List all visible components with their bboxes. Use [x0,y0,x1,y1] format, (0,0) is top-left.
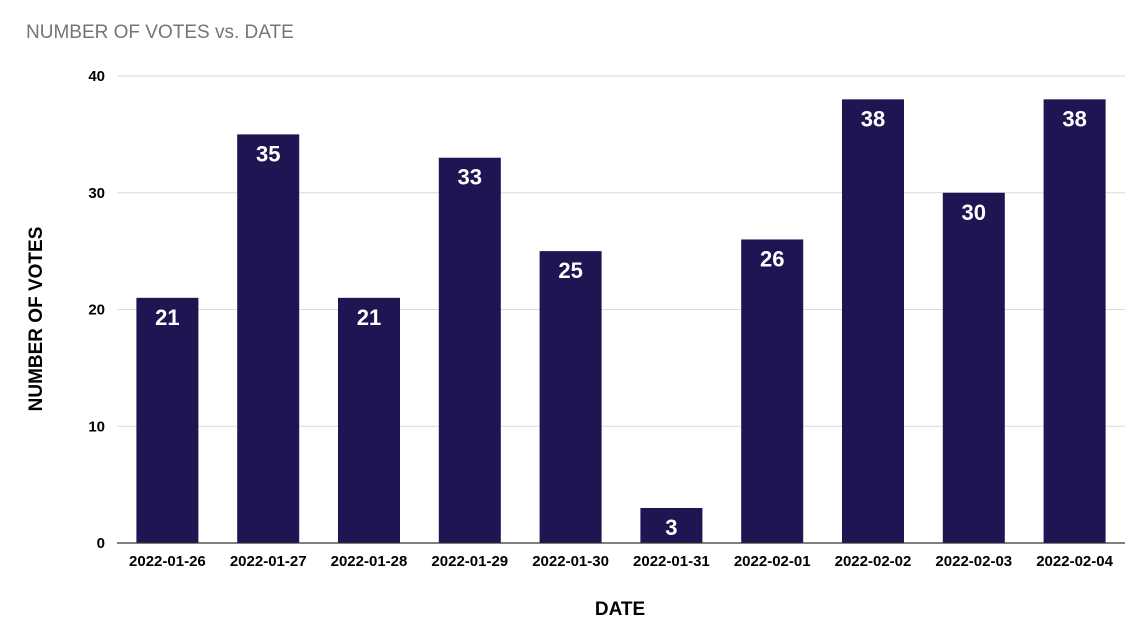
labels: 0 10 20 30 40 21 2022-01-26 35 2022-01-27 21 2022-… [88,68,1113,570]
data-label: 35 [256,141,280,166]
y-tick-label: 10 [88,418,105,435]
data-label: 38 [1062,106,1086,131]
data-label: 38 [861,106,885,131]
bar [842,99,904,543]
x-tick-label: 2022-02-01 [734,553,811,570]
bar [942,192,1005,543]
bar [1043,99,1106,543]
x-axis-title: DATE [595,599,645,620]
data-label: 30 [962,200,986,225]
bar [640,507,703,543]
x-tick-label: 2022-01-26 [129,553,206,570]
y-tick-label: 30 [88,185,105,202]
bar [741,239,804,543]
y-tick-label: 0 [97,535,105,552]
x-tick-label: 2022-02-03 [935,553,1012,570]
x-tick-label: 2022-02-02 [835,553,912,570]
y-tick-label: 40 [88,68,105,85]
x-tick-label: 2022-01-31 [633,553,710,570]
x-tick-label: 2022-01-29 [431,553,508,570]
data-label: 21 [357,305,381,330]
bar [136,297,199,543]
y-tick-label: 20 [88,302,105,319]
x-tick-label: 2022-01-30 [532,553,609,570]
chart-title: NUMBER OF VOTES vs. DATE [26,22,294,43]
bar [237,134,300,543]
data-label: 26 [760,246,784,271]
y-axis-title: NUMBER OF VOTES [26,227,47,412]
data-label: 21 [155,305,179,330]
x-tick-label: 2022-01-27 [230,553,307,570]
bar [338,297,400,543]
data-label: 3 [665,515,677,540]
x-tick-label: 2022-02-04 [1036,553,1113,570]
data-label: 25 [558,258,582,283]
x-tick-label: 2022-01-28 [331,553,408,570]
data-label: 33 [458,165,482,190]
bar [539,251,602,543]
bar [438,157,501,543]
bars [136,99,1106,543]
